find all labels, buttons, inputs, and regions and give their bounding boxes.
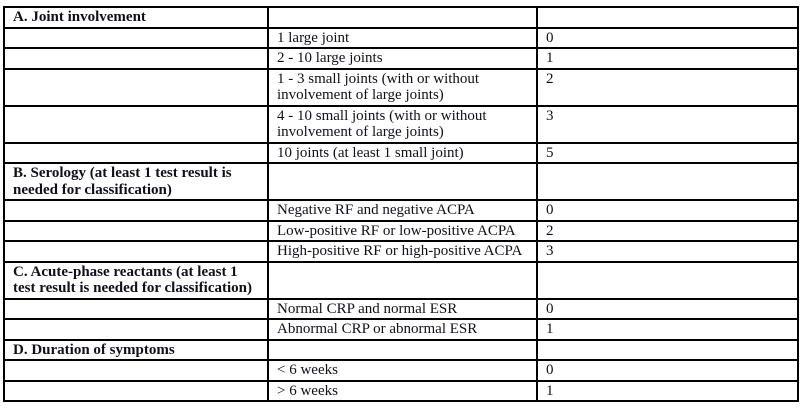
score-cell: 3 [536,240,799,263]
category-cell [3,104,269,144]
category-cell [3,297,269,320]
category-cell [3,240,269,263]
table-row: Low-positive RF or low-positive ACPA 2 [3,219,799,242]
criterion-cell: 1 - 3 small joints (with or without invo… [267,67,538,107]
score-cell: 0 [536,26,799,49]
table-row: Negative RF and negative ACPA 0 [3,199,799,222]
score-cell: 0 [536,199,799,222]
score-cell [536,162,799,201]
criterion-cell: 1 large joint [267,26,538,49]
criterion-cell [267,260,538,300]
table-row: > 6 weeks 1 [3,379,799,402]
criterion-cell: 2 - 10 large joints [267,47,538,70]
criterion-cell [267,162,538,201]
score-cell: 2 [536,67,799,107]
criterion-cell: < 6 weeks [267,359,538,382]
score-cell: 1 [536,318,799,341]
table-row: D. Duration of symptoms [3,338,799,361]
category-cell [3,359,269,382]
category-cell: A. Joint involvement [3,6,269,29]
table-row: C. Acute-phase reactants (at least 1 tes… [3,260,799,300]
table-row: Abnormal CRP or abnormal ESR 1 [3,318,799,341]
criterion-cell: Abnormal CRP or abnormal ESR [267,318,538,341]
category-cell [3,26,269,49]
category-cell [3,47,269,70]
criterion-cell: High-positive RF or high-positive ACPA [267,240,538,263]
score-cell: 5 [536,141,799,164]
criterion-cell: 10 joints (at least 1 small joint) [267,141,538,164]
score-cell: 0 [536,297,799,320]
table-row: 2 - 10 large joints 1 [3,47,799,70]
category-cell [3,141,269,164]
criterion-cell: > 6 weeks [267,379,538,402]
table-row: 10 joints (at least 1 small joint) 5 [3,141,799,164]
criterion-cell: 4 - 10 small joints (with or without inv… [267,104,538,144]
criteria-table: A. Joint involvement 1 large joint 0 2 -… [3,6,799,402]
table-row: < 6 weeks 0 [3,359,799,382]
score-cell [536,6,799,29]
criterion-cell: Negative RF and negative ACPA [267,199,538,222]
category-cell [3,318,269,341]
score-cell: 1 [536,47,799,70]
category-cell [3,219,269,242]
category-cell [3,199,269,222]
score-cell: 3 [536,104,799,144]
score-cell: 1 [536,379,799,402]
category-cell [3,379,269,402]
criterion-cell [267,338,538,361]
criterion-cell: Normal CRP and normal ESR [267,297,538,320]
score-cell: 2 [536,219,799,242]
category-cell: B. Serology (at least 1 test result is n… [3,162,269,201]
table-row: 4 - 10 small joints (with or without inv… [3,104,799,144]
category-cell: C. Acute-phase reactants (at least 1 tes… [3,260,269,300]
table-row: 1 large joint 0 [3,26,799,49]
score-cell: 0 [536,359,799,382]
score-cell [536,338,799,361]
category-cell [3,67,269,107]
category-cell: D. Duration of symptoms [3,338,269,361]
table-row: B. Serology (at least 1 test result is n… [3,162,799,201]
criterion-cell: Low-positive RF or low-positive ACPA [267,219,538,242]
score-cell [536,260,799,300]
table-row: High-positive RF or high-positive ACPA 3 [3,240,799,263]
table-row: Normal CRP and normal ESR 0 [3,297,799,320]
table-row: 1 - 3 small joints (with or without invo… [3,67,799,107]
table-row: A. Joint involvement [3,6,799,29]
criterion-cell [267,6,538,29]
